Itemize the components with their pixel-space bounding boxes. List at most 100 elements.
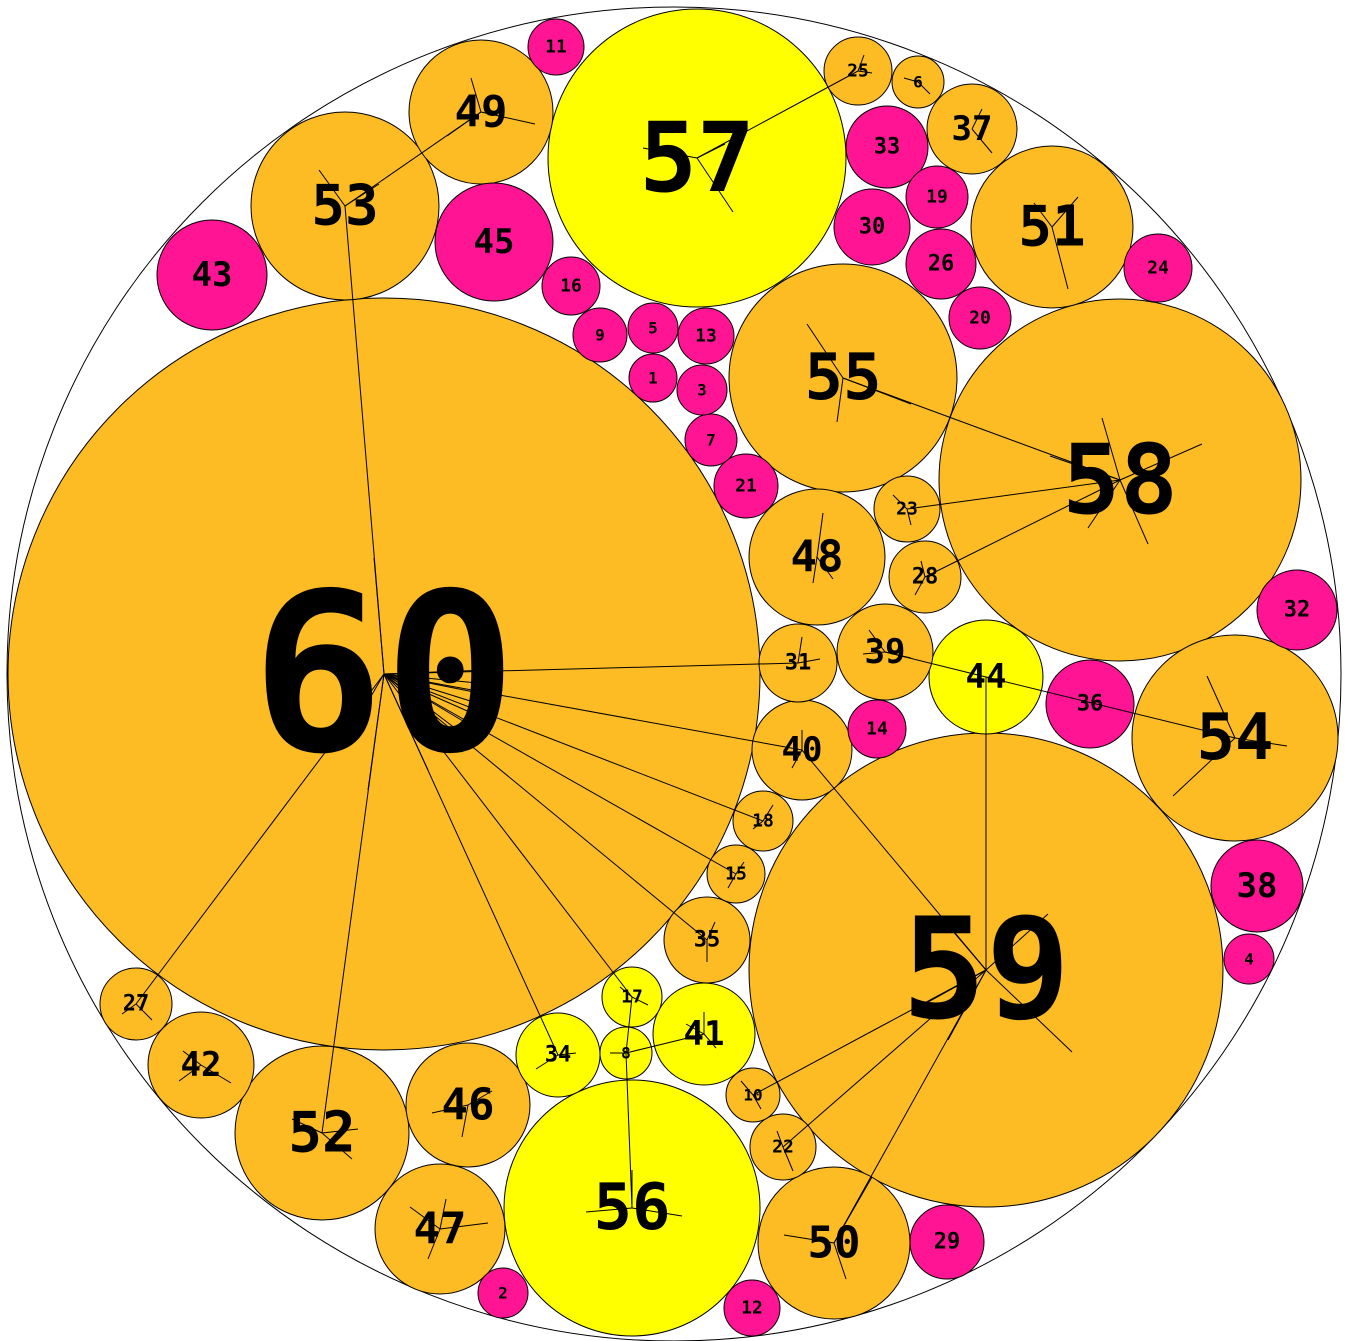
spoke-46-1 bbox=[467, 1090, 493, 1106]
node-label-50: 50 bbox=[808, 1218, 861, 1269]
node-circle-26 bbox=[905, 228, 977, 300]
spoke-58-1 bbox=[1119, 443, 1203, 481]
node-label-42: 42 bbox=[181, 1045, 222, 1085]
spoke-55-1 bbox=[842, 377, 912, 405]
node-label-23: 23 bbox=[896, 499, 918, 520]
node-circle-19 bbox=[905, 165, 969, 229]
spoke-6-0 bbox=[917, 81, 931, 95]
node-circle-12 bbox=[723, 1279, 781, 1337]
spoke-39-0 bbox=[868, 629, 886, 653]
spoke-15-1 bbox=[735, 861, 745, 875]
link-57-25 bbox=[696, 70, 859, 159]
node-label-51: 51 bbox=[1018, 195, 1085, 260]
spoke-18-0 bbox=[752, 820, 764, 830]
node-label-52: 52 bbox=[288, 1101, 355, 1166]
node-label-32: 32 bbox=[1284, 598, 1311, 623]
node-label-31: 31 bbox=[785, 651, 812, 676]
spoke-60-5 bbox=[383, 673, 489, 685]
spoke-34-1 bbox=[557, 1052, 577, 1056]
spoke-56-1 bbox=[631, 1207, 683, 1217]
node-circle-14 bbox=[847, 699, 907, 759]
node-label-15: 15 bbox=[725, 864, 747, 885]
spoke-58-0 bbox=[1049, 455, 1121, 481]
spoke-10-0 bbox=[740, 1080, 754, 1096]
link-60-18 bbox=[383, 673, 764, 822]
link-56-8 bbox=[625, 1052, 633, 1209]
link-59-10 bbox=[752, 969, 987, 1096]
node-label-48: 48 bbox=[791, 532, 844, 583]
node-circle-11 bbox=[527, 18, 585, 76]
spoke-52-1 bbox=[321, 1128, 359, 1134]
node-label-13: 13 bbox=[695, 326, 717, 347]
node-label-1: 1 bbox=[648, 369, 658, 388]
node-circle-29 bbox=[909, 1204, 985, 1280]
spoke-52-0 bbox=[291, 1118, 323, 1134]
spoke-60-4 bbox=[383, 669, 489, 675]
node-circle-7 bbox=[684, 413, 738, 467]
spoke-35-1 bbox=[706, 921, 716, 941]
spoke-49-0 bbox=[470, 77, 482, 113]
node-label-46: 46 bbox=[442, 1080, 495, 1131]
node-circle-3 bbox=[676, 364, 728, 416]
spoke-60-7 bbox=[383, 673, 481, 705]
spoke-60-0 bbox=[373, 557, 385, 675]
spoke-40-0 bbox=[791, 749, 803, 769]
link-60-35 bbox=[383, 673, 708, 941]
spoke-59-1 bbox=[939, 915, 987, 971]
spoke-18-1 bbox=[762, 804, 774, 822]
node-label-3: 3 bbox=[697, 381, 707, 400]
node-circle-20 bbox=[948, 286, 1012, 350]
node-label-29: 29 bbox=[934, 1230, 961, 1255]
node-circle-16 bbox=[541, 256, 601, 316]
node-label-21: 21 bbox=[735, 476, 757, 497]
spoke-57-0 bbox=[642, 147, 698, 159]
spoke-58-4 bbox=[1101, 417, 1121, 481]
spoke-53-0 bbox=[318, 169, 346, 207]
node-label-40: 40 bbox=[782, 730, 823, 770]
node-circle-33 bbox=[845, 105, 929, 189]
spoke-22-0 bbox=[782, 1146, 794, 1172]
node-circle-4 bbox=[1223, 933, 1275, 985]
node-circle-1 bbox=[628, 353, 678, 403]
node-labels: 1234567891011121314151617181920212223242… bbox=[123, 37, 1311, 1319]
spoke-58-3 bbox=[1119, 479, 1149, 545]
node-label-54: 54 bbox=[1196, 701, 1273, 775]
spoke-58-2 bbox=[1087, 479, 1121, 529]
spoke-17-0 bbox=[619, 986, 633, 998]
link-59-50 bbox=[833, 969, 987, 1244]
spoke-28-0 bbox=[914, 576, 926, 596]
spoke-50-1 bbox=[833, 1242, 847, 1280]
node-label-26: 26 bbox=[928, 252, 955, 277]
spoke-27-1 bbox=[135, 1003, 153, 1021]
node-label-43: 43 bbox=[192, 255, 233, 295]
spoke-47-1 bbox=[439, 1222, 489, 1230]
node-label-41: 41 bbox=[684, 1014, 725, 1054]
node-circle-21 bbox=[713, 453, 779, 519]
spoke-54-2 bbox=[1172, 737, 1236, 797]
node-label-11: 11 bbox=[545, 37, 567, 58]
spoke-57-2 bbox=[696, 143, 726, 159]
node-circle-30 bbox=[833, 188, 911, 266]
spoke-25-0 bbox=[857, 54, 865, 72]
spoke-42-2 bbox=[178, 1064, 202, 1082]
node-label-53: 53 bbox=[311, 174, 378, 239]
link-60-17 bbox=[383, 673, 633, 998]
node-label-27: 27 bbox=[123, 992, 150, 1017]
node-label-9: 9 bbox=[595, 326, 605, 345]
node-circle-36 bbox=[1045, 659, 1135, 749]
spoke-15-0 bbox=[727, 873, 737, 889]
spoke-59-3 bbox=[927, 969, 987, 1003]
spoke-55-0 bbox=[806, 323, 844, 379]
spoke-10-1 bbox=[752, 1094, 762, 1110]
spoke-28-1 bbox=[920, 560, 926, 578]
link-58-23 bbox=[906, 479, 1121, 510]
spoke-48-0 bbox=[816, 512, 824, 558]
node-label-8: 8 bbox=[621, 1044, 631, 1063]
spoke-46-2 bbox=[461, 1104, 469, 1138]
node-label-20: 20 bbox=[969, 308, 991, 329]
spoke-49-2 bbox=[446, 111, 482, 137]
spoke-22-1 bbox=[776, 1130, 784, 1148]
spoke-59-4 bbox=[947, 969, 987, 1041]
spoke-60-11 bbox=[383, 673, 451, 741]
